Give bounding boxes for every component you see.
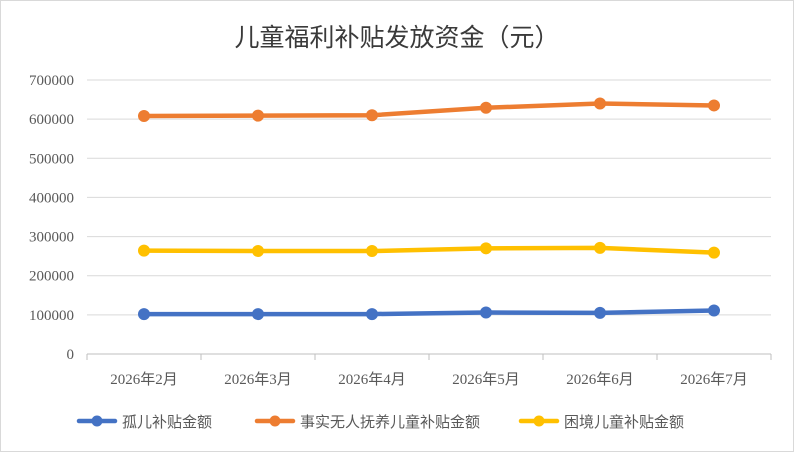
x-tick-label: 2026年7月: [680, 371, 748, 388]
data-point: [252, 245, 264, 258]
data-point: [252, 109, 264, 122]
y-tick-labels: 0 100000 200000 300000 400000 500000 600000 700…: [29, 73, 74, 363]
y-tick-label: 0: [67, 347, 75, 363]
legend-label: 孤儿补贴金额: [122, 413, 212, 431]
data-point: [366, 109, 378, 122]
data-point: [366, 308, 378, 321]
y-tick-label: 300000: [29, 230, 74, 246]
legend-swatch-marker: [533, 415, 545, 427]
data-point: [138, 244, 150, 257]
legend: 孤儿补贴金额 事实无人抚养儿童补贴金额 困境儿童补贴金额: [76, 413, 684, 431]
data-point: [138, 308, 150, 321]
y-tick-label: 600000: [29, 112, 74, 128]
series-line-1: [141, 308, 717, 317]
data-point: [594, 97, 606, 110]
y-tick-label: 700000: [29, 73, 74, 89]
data-point: [138, 110, 150, 123]
data-point: [708, 99, 720, 112]
y-tick-label: 200000: [29, 269, 74, 285]
data-point: [594, 306, 606, 319]
data-point: [480, 101, 492, 114]
y-tick-label: 100000: [29, 308, 74, 324]
y-tick-label: 500000: [29, 151, 74, 167]
chart-title: 儿童福利补贴发放资金（元）: [234, 23, 559, 52]
x-tick-label: 2026年2月: [110, 371, 178, 388]
series-lines: [138, 97, 720, 321]
data-point: [708, 246, 720, 259]
x-tick-label: 2026年4月: [338, 371, 406, 388]
data-point: [252, 308, 264, 321]
x-tick-label: 2026年5月: [452, 371, 520, 388]
data-point: [480, 242, 492, 255]
x-tick-label: 2026年6月: [566, 371, 634, 388]
data-point: [708, 304, 720, 317]
data-point: [366, 245, 378, 258]
legend-label: 事实无人抚养儿童补贴金额: [300, 413, 480, 431]
axes: [86, 353, 772, 360]
series-line-3: [141, 245, 717, 255]
x-tick-label: 2026年3月: [224, 371, 292, 388]
data-point: [480, 306, 492, 319]
data-point: [594, 241, 606, 254]
x-tick-labels: 2026年2月 2026年3月 2026年4月 2026年5月 2026年6月 2026年…: [110, 371, 748, 388]
legend-swatch-marker: [269, 415, 281, 427]
legend-label: 困境儿童补贴金额: [564, 413, 684, 431]
series-line-2: [141, 101, 717, 119]
gridlines: [87, 79, 771, 316]
y-tick-label: 400000: [29, 190, 74, 206]
legend-swatch-marker: [91, 415, 103, 427]
